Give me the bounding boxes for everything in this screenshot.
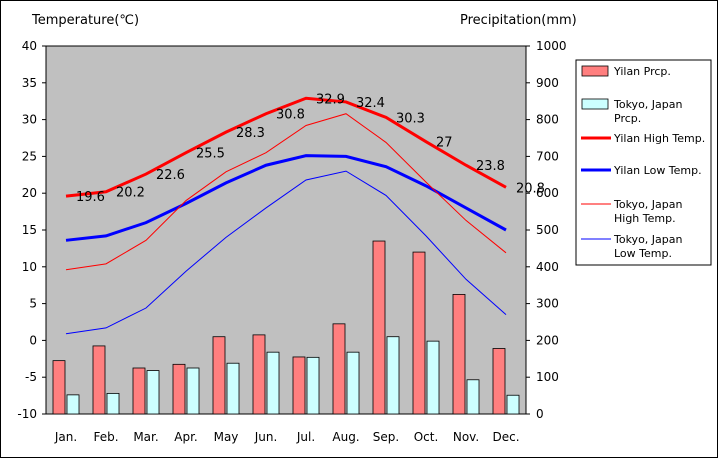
- right-axis-title: Precipitation(mm): [460, 13, 577, 28]
- line-tokyo-japan-low-temp: [65, 170, 507, 335]
- data-label-yilan-high-5: 30.8: [276, 108, 305, 123]
- bar-tokyo-prcp-9: [426, 340, 440, 415]
- bar-yilan-prcp-0: [52, 360, 66, 415]
- x-tick-label-9: Oct.: [414, 430, 439, 444]
- data-label-yilan-high-0: 19.6: [76, 190, 105, 205]
- x-tick-label-4: May: [214, 430, 239, 444]
- data-label-yilan-high-2: 22.6: [156, 168, 185, 183]
- line-tokyo-japan-high-temp: [65, 113, 507, 271]
- bar-yilan-prcp-9: [412, 251, 426, 415]
- right-tick-label-1: 900: [536, 76, 559, 90]
- left-axis-title: Temperature(℃): [31, 13, 139, 28]
- bar-yilan-prcp-1: [92, 345, 106, 415]
- left-tick-label-9: -5: [25, 370, 37, 384]
- x-tick-label-11: Dec.: [492, 430, 519, 444]
- right-tick-label-6: 400: [536, 260, 559, 274]
- bar-yilan-prcp-6: [292, 356, 306, 415]
- right-tick-label-0: 1000: [536, 39, 567, 53]
- data-label-yilan-high-9: 27: [436, 136, 453, 151]
- data-label-yilan-high-3: 25.5: [196, 147, 225, 162]
- bars-group: [52, 240, 520, 415]
- line-yilan-low-temp: [65, 154, 507, 242]
- bar-tokyo-prcp-5: [266, 351, 280, 415]
- data-label-yilan-high-1: 20.2: [116, 186, 145, 201]
- bar-tokyo-prcp-6: [306, 356, 320, 415]
- bar-tokyo-prcp-0: [66, 394, 80, 415]
- legend-label-4: Tokyo, Japan High Temp.: [613, 198, 682, 225]
- data-label-yilan-high-7: 32.4: [356, 96, 385, 111]
- line-yilan-high-temp: [65, 96, 507, 198]
- bar-yilan-prcp-2: [132, 367, 146, 415]
- bar-yilan-prcp-5: [252, 334, 266, 415]
- legend-label-0: Yilan Prcp.: [613, 65, 671, 78]
- left-tick-label-6: 10: [22, 260, 37, 274]
- left-tick-label-10: -10: [17, 407, 37, 421]
- axes-group: 4035302520151050-5-101000900800700600500…: [17, 39, 566, 444]
- bar-yilan-prcp-11: [492, 348, 506, 415]
- lines-group: [65, 96, 507, 335]
- right-tick-label-10: 0: [536, 407, 544, 421]
- right-tick-label-8: 200: [536, 333, 559, 347]
- x-tick-label-1: Feb.: [93, 430, 118, 444]
- bar-yilan-prcp-4: [212, 336, 226, 415]
- bar-tokyo-prcp-11: [506, 394, 520, 415]
- right-tick-label-4: 600: [536, 186, 559, 200]
- right-tick-label-5: 500: [536, 223, 559, 237]
- legend-label-3: Yilan Low Temp.: [613, 164, 702, 177]
- bar-tokyo-prcp-2: [146, 370, 160, 415]
- left-tick-label-2: 30: [22, 113, 37, 127]
- x-tick-label-10: Nov.: [453, 430, 479, 444]
- data-labels-group: 19.6 20.2 22.6 25.5 28.3 30.8 32.9 32.4 30.3 27 23…: [76, 92, 545, 205]
- bar-tokyo-prcp-3: [186, 367, 200, 415]
- x-tick-label-8: Sep.: [373, 430, 399, 444]
- data-label-yilan-high-10: 23.8: [476, 159, 505, 174]
- legend-label-5: Tokyo, Japan Low Temp.: [613, 233, 682, 260]
- right-tick-label-2: 800: [536, 113, 559, 127]
- legend: Yilan Prcp. Tokyo, Japan Prcp. Yilan High T…: [575, 59, 712, 266]
- data-label-yilan-high-11: 20.8: [516, 181, 545, 196]
- data-label-yilan-high-8: 30.3: [396, 111, 425, 126]
- x-tick-label-6: Jul.: [296, 430, 315, 444]
- left-tick-label-7: 5: [29, 297, 37, 311]
- left-tick-label-3: 25: [22, 149, 37, 163]
- bar-yilan-prcp-3: [172, 363, 186, 415]
- bar-tokyo-prcp-7: [346, 351, 360, 415]
- x-tick-label-7: Aug.: [332, 430, 359, 444]
- left-tick-label-0: 40: [22, 39, 37, 53]
- x-tick-label-5: Jun.: [254, 430, 278, 444]
- legend-label-2: Yilan High Temp.: [613, 132, 705, 145]
- bar-yilan-prcp-7: [332, 323, 346, 415]
- bar-yilan-prcp-8: [372, 240, 386, 415]
- x-tick-label-0: Jan.: [54, 430, 77, 444]
- left-tick-label-4: 20: [22, 186, 37, 200]
- left-tick-label-8: 0: [29, 333, 37, 347]
- bar-yilan-prcp-10: [452, 293, 466, 415]
- bar-tokyo-prcp-10: [466, 379, 480, 415]
- legend-swatch-0: [581, 65, 609, 77]
- data-label-yilan-high-4: 28.3: [236, 126, 265, 141]
- right-tick-label-9: 100: [536, 370, 559, 384]
- x-tick-label-2: Mar.: [133, 430, 158, 444]
- right-tick-label-3: 700: [536, 149, 559, 163]
- legend-box: [575, 59, 712, 266]
- right-tick-label-7: 300: [536, 297, 559, 311]
- left-tick-label-1: 35: [22, 76, 37, 90]
- legend-label-1: Tokyo, Japan Prcp.: [613, 98, 682, 125]
- data-label-yilan-high-6: 32.9: [316, 92, 345, 107]
- bar-tokyo-prcp-4: [226, 362, 240, 415]
- bar-tokyo-prcp-1: [106, 392, 120, 415]
- legend-swatch-1: [581, 98, 609, 110]
- bar-tokyo-prcp-8: [386, 336, 400, 415]
- left-tick-label-5: 15: [22, 223, 37, 237]
- x-tick-label-3: Apr.: [174, 430, 197, 444]
